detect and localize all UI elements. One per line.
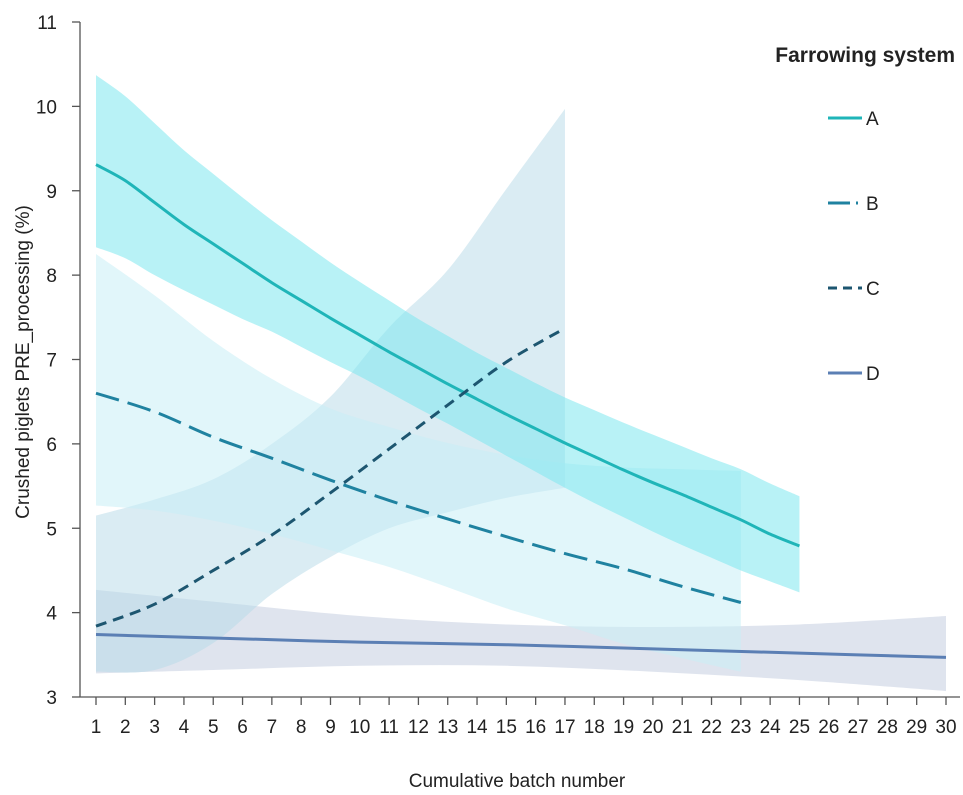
y-axis-title: Crushed piglets PRE_processing (%) [13, 205, 34, 519]
series-line-d [95, 633, 947, 659]
x-tick-label: 18 [584, 717, 605, 738]
series-lines [95, 163, 947, 659]
x-tick-label: 10 [349, 717, 370, 738]
x-tick-label: 16 [525, 717, 546, 738]
x-tick-label: 1 [91, 717, 102, 738]
x-tick-label: 26 [818, 717, 839, 738]
x-tick-label: 4 [179, 717, 190, 738]
confidence-band-c [96, 108, 565, 673]
x-tick-label: 9 [325, 717, 336, 738]
y-tick-label: 4 [46, 604, 57, 625]
series-line-a [95, 163, 801, 548]
x-tick-label: 25 [789, 717, 810, 738]
y-tick-label: 9 [46, 182, 57, 203]
x-tick-label: 19 [613, 717, 634, 738]
x-tick-label: 23 [730, 717, 751, 738]
x-tick-label: 5 [208, 717, 219, 738]
y-tick-label: 3 [46, 688, 57, 709]
legend-label-a: A [866, 109, 879, 130]
legend-label-b: B [866, 194, 879, 215]
confidence-band-b [96, 254, 741, 672]
y-tick-label: 7 [46, 351, 57, 372]
x-tick-label: 14 [466, 717, 488, 738]
x-tick-label: 28 [877, 717, 898, 738]
x-tick-label: 11 [379, 717, 399, 738]
x-tick-label: 17 [554, 717, 575, 738]
x-tick-label: 2 [120, 717, 131, 738]
legend: Farrowing system A B C D [775, 44, 955, 385]
series-line-c [95, 326, 566, 628]
x-tick-label: 15 [496, 717, 517, 738]
x-tick-label: 7 [267, 717, 278, 738]
y-tick-label: 5 [46, 519, 57, 540]
x-tick-label: 24 [760, 717, 782, 738]
x-tick-label: 12 [408, 717, 429, 738]
confidence-band-a [96, 75, 800, 593]
legend-label-c: C [866, 279, 880, 300]
x-tick-label: 30 [935, 717, 956, 738]
x-tick-label: 3 [149, 717, 160, 738]
x-tick-label: 22 [701, 717, 722, 738]
x-tick-label: 13 [437, 717, 458, 738]
x-axis-title: Cumulative batch number [409, 771, 626, 792]
x-tick-label: 6 [237, 717, 248, 738]
x-tick-label: 8 [296, 717, 307, 738]
y-tick-label: 10 [36, 97, 57, 118]
x-tick-label: 29 [906, 717, 927, 738]
y-tick-label: 11 [37, 13, 57, 34]
x-tick-label: 20 [642, 717, 663, 738]
series-line-b [95, 391, 742, 604]
x-tick-label: 21 [672, 717, 693, 738]
y-tick-label: 8 [46, 266, 57, 287]
y-tick-label: 6 [46, 435, 57, 456]
confidence-bands [96, 75, 946, 692]
x-tick-label: 27 [847, 717, 868, 738]
axes [72, 21, 960, 705]
legend-title: Farrowing system [775, 44, 955, 67]
legend-label-d: D [866, 364, 880, 385]
